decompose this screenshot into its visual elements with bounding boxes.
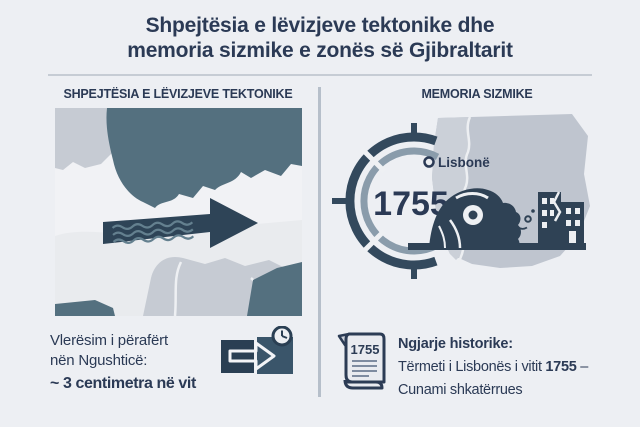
tectonic-plates-clock-icon bbox=[221, 326, 293, 374]
estimate-line1: Vlerësim i përafërt bbox=[50, 332, 168, 349]
scroll-text-lines bbox=[352, 360, 377, 377]
title-divider bbox=[48, 74, 592, 76]
event-line1-post: – bbox=[576, 359, 588, 375]
page-title: Shpejtësia e lëvizjeve tektonike dhe mem… bbox=[0, 13, 640, 63]
historic-scroll-icon: 1755 bbox=[337, 332, 386, 390]
clock-icon bbox=[271, 326, 293, 347]
map-border-line bbox=[173, 261, 183, 316]
left-panel-header: SHPEJTËSIA E LËVIZJEVE TEKTONIKE bbox=[63, 87, 293, 101]
tsunami-wave-icon bbox=[429, 188, 535, 249]
left-plate-shape bbox=[221, 340, 254, 373]
scroll-year-label: 1755 bbox=[351, 342, 380, 357]
event-line1-pre: Tërmeti i Lisbonës i vitit bbox=[398, 359, 546, 375]
page-title-line1: Shpejtësia e lëvizjeve tektonike dhe bbox=[145, 14, 495, 37]
event-line1: Tërmeti i Lisbonës i vitit 1755 – bbox=[398, 356, 633, 379]
city-label: Lisbonë bbox=[438, 155, 490, 170]
sea-wedge-shape bbox=[247, 262, 302, 316]
page-title-line2: memoria sizmike e zonës së Gjibraltarit bbox=[127, 39, 513, 62]
estimate-value: ~ 3 centimetra në vit bbox=[50, 375, 196, 392]
damaged-buildings-icon bbox=[538, 191, 584, 248]
event-title: Ngjarje historike: bbox=[398, 336, 513, 352]
event-text-block: Ngjarje historike: Tërmeti i Lisbonës i … bbox=[398, 333, 633, 402]
building-crack bbox=[552, 191, 562, 222]
strait-map-with-arrow-icon bbox=[55, 108, 302, 316]
seismic-memory-graphic: 1755 Lisbonë bbox=[332, 114, 590, 279]
clock-dial-icon bbox=[332, 123, 440, 279]
spray-dot bbox=[531, 209, 535, 213]
right-panel-header: MEMORIA SIZMIKE bbox=[421, 87, 533, 101]
spray-droplet bbox=[524, 215, 532, 223]
sea-shape bbox=[106, 108, 302, 208]
estimate-line2: nën Ngushticë: bbox=[50, 352, 148, 369]
estimate-text-block: Vlerësim i përafërt nën Ngushticë: ~ 3 c… bbox=[50, 331, 220, 394]
iberia-land-shape bbox=[55, 108, 123, 170]
building-windows bbox=[542, 198, 580, 243]
event-line2: Cunami shkatërrues bbox=[398, 382, 523, 398]
panel-divider bbox=[318, 87, 321, 397]
eastward-motion-arrow-icon bbox=[103, 198, 258, 248]
event-year: 1755 bbox=[545, 359, 577, 375]
sea-strip-shape bbox=[55, 300, 115, 316]
shift-arrow-icon bbox=[228, 341, 276, 371]
city-marker-icon bbox=[423, 156, 435, 168]
scroll-bottom-curl bbox=[343, 379, 384, 390]
spray-curve bbox=[517, 226, 528, 230]
